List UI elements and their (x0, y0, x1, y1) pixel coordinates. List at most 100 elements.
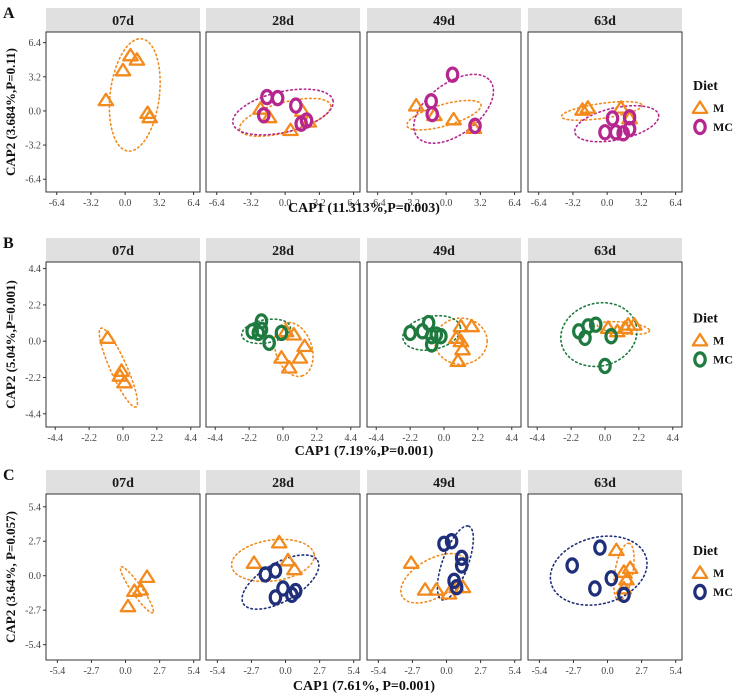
legend-key-mc (693, 583, 707, 601)
facet-B-49d: 49d -4.4 -2.2 0.0 2.2 4.4 (366, 238, 522, 444)
point-m (270, 534, 288, 549)
point-m (574, 102, 591, 116)
x-tick-label: 2.2 (151, 433, 164, 444)
point-m (245, 555, 263, 569)
x-tick-label: 2.7 (635, 666, 648, 677)
point-mc-outer (604, 328, 618, 345)
point-m (416, 582, 434, 596)
panel-label-A: A (3, 5, 15, 22)
point-mc-outer (581, 318, 595, 335)
x-tick-label: 0.0 (119, 666, 132, 677)
legend-label-mc: MC (713, 353, 733, 367)
point-mc-outer (424, 336, 439, 353)
x-tick-label: -3.2 (565, 198, 581, 209)
point-mc-outer (268, 562, 283, 579)
plot-panel (205, 493, 361, 661)
x-tick-label: -2.7 (566, 666, 582, 677)
x-tick-label: 6.4 (187, 198, 200, 209)
point-m (260, 109, 278, 124)
x-tick-label: 4.4 (506, 433, 519, 444)
x-tick-label: 6.4 (508, 198, 521, 209)
x-axis-title: CAP1 (7.61%, P=0.001) (293, 679, 435, 694)
confidence-ellipse-m (238, 97, 332, 138)
point-mc-outer (274, 324, 289, 342)
plot-panel (527, 261, 683, 428)
point-m (454, 579, 472, 594)
legend-key-mc (693, 118, 707, 136)
y-tick-label: -3.2 (25, 141, 41, 152)
confidence-ellipse-m (273, 321, 314, 378)
x-tick-label: -3.2 (243, 198, 259, 209)
point-mc (434, 328, 448, 345)
point-mc (565, 557, 579, 574)
point-mc (289, 97, 303, 114)
point-m (615, 580, 633, 595)
facet-label: 07d (112, 244, 134, 259)
x-tick-label: 0.0 (279, 198, 292, 209)
x-tick-label: -5.4 (370, 666, 386, 677)
x-tick-label: 2.2 (633, 433, 646, 444)
point-mc (274, 324, 289, 342)
facet-label: 63d (594, 244, 616, 259)
x-tick-label: -2.2 (241, 433, 257, 444)
x-tick-label: -2.2 (563, 433, 579, 444)
x-tick-label: 0.0 (279, 666, 292, 677)
x-tick-label: 4.4 (185, 433, 198, 444)
point-mc (270, 89, 285, 107)
point-m (282, 122, 299, 137)
facet-label: 28d (272, 244, 294, 259)
facet-strip (367, 238, 521, 262)
point-mc (444, 533, 459, 550)
confidence-ellipse-mc (241, 554, 320, 611)
point-mc-outer (588, 316, 603, 333)
point-m (279, 552, 297, 567)
point-mc-outer (437, 535, 451, 553)
y-tick-label: 0.0 (29, 571, 42, 582)
x-tick-label: -2.7 (405, 666, 421, 677)
y-tick-label: -6.4 (25, 175, 41, 186)
x-tick-label: 2.2 (311, 433, 324, 444)
facet-strip (367, 8, 521, 32)
x-tick-label: -4.4 (529, 433, 545, 444)
point-mc-outer (268, 589, 283, 606)
legend-label-m: M (713, 566, 724, 580)
plot-panel (366, 493, 522, 661)
facet-A-28d: 28d -6.4 -3.2 0.0 3.2 6.4 (205, 8, 361, 209)
x-tick-label: -5.4 (49, 666, 65, 677)
point-mc-outer (289, 97, 303, 114)
y-tick-label: -2.2 (25, 373, 41, 384)
facet-C-63d: 63d -5.4 -2.7 0.0 2.7 5.4 (527, 470, 683, 677)
x-tick-label: -4.4 (368, 433, 384, 444)
legend-key-m (691, 565, 709, 580)
x-tick-label: -3.2 (83, 198, 99, 209)
facet-label: 49d (433, 14, 455, 29)
facet-strip (528, 470, 682, 494)
facet-label: 49d (433, 476, 455, 491)
x-tick-label: -6.4 (370, 198, 386, 209)
legend-title: Diet (693, 544, 718, 559)
point-mc-outer (454, 549, 469, 567)
y-tick-label: 2.2 (29, 300, 42, 311)
x-tick-label: -3.2 (404, 198, 420, 209)
point-mc-outer (254, 313, 269, 330)
x-tick-label: 0.0 (440, 198, 453, 209)
point-mc (598, 357, 612, 375)
y-tick-label: 3.2 (29, 72, 42, 83)
x-tick-label: 0.0 (438, 433, 451, 444)
point-mc-outer (604, 570, 619, 587)
legend-label-mc: MC (713, 585, 733, 599)
facet-strip (528, 238, 682, 262)
point-mc-outer (622, 109, 637, 126)
plot-panel (527, 31, 683, 193)
point-m (126, 583, 143, 598)
x-axis-title: CAP1 (7.19%,P=0.001) (295, 444, 434, 459)
facet-C-07d: 07d -5.4 -2.7 0.0 2.7 5.4 5.4 2.7 0.0 -2.7 -5.4 (25, 470, 201, 677)
point-mc (256, 106, 271, 124)
point-mc (437, 535, 451, 553)
point-mc (262, 334, 276, 352)
x-tick-label: 5.4 (347, 666, 360, 677)
facet-A-63d: 63d -6.4 -3.2 0.0 3.2 6.4 (527, 8, 683, 209)
plot-panel (366, 31, 522, 193)
x-tick-label: -5.4 (531, 666, 547, 677)
facet-C-49d: 49d -5.4 -2.7 0.0 2.7 5.4 (366, 470, 522, 677)
